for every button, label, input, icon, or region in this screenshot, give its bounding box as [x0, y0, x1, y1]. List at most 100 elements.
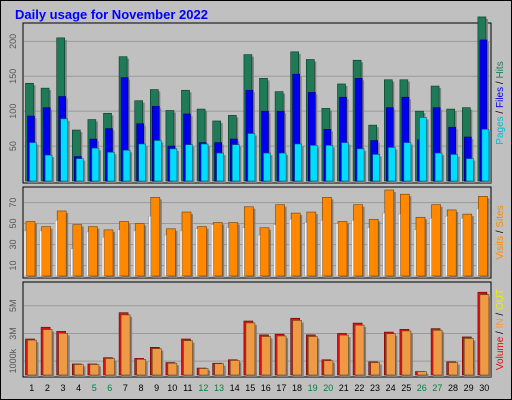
visits-bar: [337, 221, 348, 277]
x-tick-label: 17: [276, 383, 286, 393]
pages-bar: [325, 145, 334, 182]
sites-bar: [320, 220, 323, 277]
x-tick-label: 2: [45, 383, 50, 393]
pages-bar: [232, 144, 240, 182]
x-tick-label: 13: [214, 383, 224, 393]
legend-entry: OUT: [495, 289, 506, 310]
in-bar: [230, 360, 240, 376]
x-tick-label: 12: [198, 383, 208, 393]
visits-bar: [181, 211, 192, 277]
in-bar: [27, 339, 37, 376]
visits-bar: [25, 221, 36, 277]
visits-bar: [197, 226, 207, 277]
visits-bar: [259, 227, 270, 277]
visits-bar: [446, 209, 457, 277]
x-tick-label: 1: [29, 383, 34, 393]
in-bar: [120, 314, 131, 376]
pages-bar: [60, 118, 69, 182]
visits-bar: [275, 204, 285, 277]
legend-entry: Pages: [495, 116, 506, 144]
sites-bar: [273, 224, 276, 277]
x-tick-label: 9: [154, 383, 159, 393]
in-bar: [448, 362, 459, 376]
panel-visits-tick-label: 70: [8, 198, 18, 208]
visits-bar: [244, 206, 254, 277]
in-bar: [167, 362, 178, 376]
in-bar: [339, 334, 349, 376]
sites-bar: [195, 228, 198, 277]
sites-bar: [445, 216, 448, 277]
panel-volume-legend: Volume / IN / OUT: [495, 289, 506, 370]
x-tick-label: 19: [308, 383, 318, 393]
in-bar: [74, 364, 84, 376]
in-bar: [292, 320, 303, 376]
visits-bar: [384, 189, 395, 277]
pages-bar: [309, 145, 318, 182]
sites-bar: [179, 230, 183, 277]
pages-bar: [44, 154, 53, 182]
in-bar: [354, 324, 365, 376]
panel-visits-tick-label: 50: [8, 219, 18, 229]
in-bar: [479, 294, 490, 376]
x-tick-label: 29: [464, 383, 474, 393]
visits-bar: [88, 226, 98, 277]
x-tick-label: 21: [339, 383, 349, 393]
visits-bar: [306, 211, 317, 277]
pages-bar: [138, 143, 146, 182]
pages-bar: [154, 140, 162, 182]
x-tick-label: 5: [92, 383, 97, 393]
pages-bar: [434, 152, 443, 182]
panel-hits-tick-label: 200: [8, 34, 18, 49]
visits-bar: [353, 204, 363, 277]
sites-bar: [476, 208, 479, 277]
in-bar: [385, 333, 396, 376]
in-bar: [214, 363, 224, 376]
visits-bar: [415, 216, 426, 277]
pages-bar: [341, 142, 349, 182]
in-bar: [136, 359, 146, 376]
panel-hits-plot: [22, 22, 492, 184]
legend-entry: /: [495, 228, 506, 236]
visits-bar: [72, 224, 83, 277]
x-tick-label: 10: [167, 383, 177, 393]
visits-bar: [56, 210, 67, 277]
panel-visits-legend: Visits / Sites: [495, 205, 506, 259]
in-bar: [401, 330, 412, 376]
x-tick-label: 7: [123, 383, 128, 393]
in-bar: [261, 336, 271, 376]
panel-hits-tick-label: 50: [8, 141, 18, 151]
sites-bar: [39, 230, 42, 277]
visits-bar: [478, 195, 488, 277]
legend-entry: Volume: [495, 336, 506, 370]
visits-bar: [150, 197, 161, 277]
sites-bar: [101, 236, 105, 277]
in-bar-shadow: [419, 373, 429, 377]
x-tick-label: 20: [323, 383, 333, 393]
panel-visits-tick-label: 30: [8, 240, 18, 250]
x-tick-label: 30: [479, 383, 489, 393]
sites-bar: [70, 248, 74, 277]
sites-bar: [367, 227, 370, 277]
pages-bar: [372, 154, 381, 182]
sites-bar: [460, 218, 463, 277]
in-bar: [198, 368, 209, 376]
sites-bar: [55, 220, 58, 277]
pages-bar: [122, 149, 131, 182]
in-bar: [417, 371, 427, 376]
legend-entry: Files: [495, 87, 506, 108]
in-bar: [463, 338, 474, 376]
visits-bar: [212, 222, 223, 277]
pages-bar: [91, 147, 100, 182]
sites-bar: [413, 229, 417, 277]
x-tick-label: 18: [292, 383, 302, 393]
pages-bar: [263, 152, 271, 182]
x-tick-label: 11: [183, 383, 192, 393]
in-bar: [307, 336, 318, 376]
sites-bar: [148, 216, 152, 277]
x-tick-label: 15: [245, 383, 255, 393]
x-tick-label: 26: [417, 383, 427, 393]
visits-bar: [134, 223, 145, 277]
sites-bar: [132, 230, 136, 277]
sites-bar: [351, 220, 354, 277]
